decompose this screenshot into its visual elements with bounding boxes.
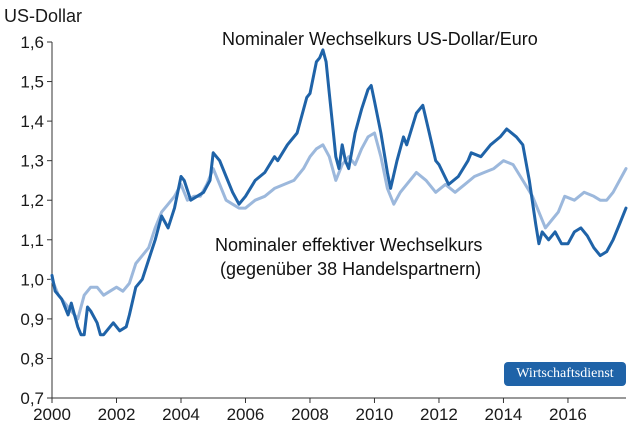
series-line-usd-eur [50,48,628,337]
x-tick-label: 2004 [162,405,200,424]
x-tick-label: 2012 [420,405,458,424]
x-tick-label: 2008 [291,405,329,424]
y-tick-label: 1,4 [20,112,44,131]
x-tick-label: 2010 [356,405,394,424]
y-tick-label: 0,9 [20,310,44,329]
y-tick-label: 1,0 [20,270,44,289]
wirtschaftsdienst-logo: Wirtschaftsdienst [504,362,626,386]
y-tick-label: 1,6 [20,33,44,52]
y-tick-label: 0,7 [20,389,44,408]
annotation-trade-partners: (gegenüber 38 Handelspartnern) [220,259,481,279]
y-tick-label: 0,8 [20,349,44,368]
x-tick-label: 2000 [33,405,71,424]
x-tick-label: 2016 [549,405,587,424]
x-axis-ticks: 2000 2002 2004 2006 2008 2010 2012 2014 2016 [33,398,587,424]
y-tick-label: 1,2 [20,191,44,210]
y-axis-title: US-Dollar [4,6,82,26]
x-tick-label: 2002 [98,405,136,424]
y-tick-label: 1,5 [20,73,44,92]
y-axis-ticks: 1,6 1,5 1,4 1,3 1,2 1,1 1,0 0,9 0,8 0,7 [20,33,52,408]
y-tick-label: 1,1 [20,231,44,250]
annotation-effective-rate: Nominaler effektiver Wechselkurs [215,235,482,255]
x-tick-label: 2014 [485,405,523,424]
annotation-nominal-usd-eur: Nominaler Wechselkurs US-Dollar/Euro [222,29,538,49]
series-group [50,48,628,337]
x-tick-label: 2006 [227,405,265,424]
y-tick-label: 1,3 [20,152,44,171]
